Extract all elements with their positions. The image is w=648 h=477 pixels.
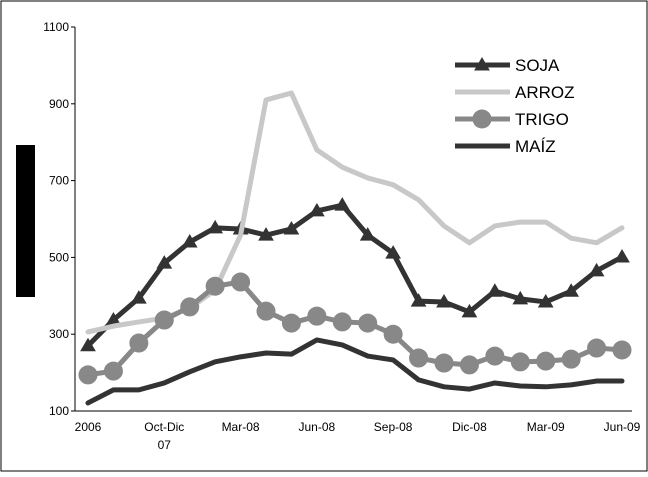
y-tick-label: 300 [49,327,69,341]
x-tick-label: Oct-Dic 07 [144,420,184,452]
y-tick-label: 700 [49,174,69,188]
legend-label: SOJA [515,56,560,75]
data-point [614,249,630,263]
legend-marker [474,57,490,71]
data-point [588,262,605,277]
data-point [332,312,352,332]
data-point [510,352,530,372]
data-point [385,245,402,259]
data-point [80,337,96,352]
data-point [563,283,580,297]
data-point [129,333,149,353]
data-point [231,272,251,292]
data-point [258,227,274,241]
data-point [180,297,200,317]
data-point [181,234,198,248]
x-tick-label: Mar-08 [222,420,260,434]
data-point [308,202,325,217]
data-point [358,313,378,333]
data-point [537,293,554,308]
data-point [359,227,376,241]
data-point [436,293,452,308]
legend-label: TRIGO [515,110,569,129]
data-point [536,351,556,371]
x-tick-label: 2006 [75,420,102,434]
series-line [85,202,625,349]
series-line [85,337,625,406]
data-point [410,293,427,307]
data-point [587,338,607,358]
data-point [485,346,505,366]
legend-label: ARROZ [515,83,575,102]
data-point [461,303,478,318]
data-point [561,349,581,369]
x-tick-label: Sep-08 [374,420,413,434]
x-tick-label: Dic-08 [452,420,487,434]
data-point [409,348,429,368]
data-point [283,220,300,235]
data-point [154,310,174,330]
data-point [130,290,147,304]
legend-label: MAÍZ [515,137,556,156]
data-point [281,313,301,333]
data-point [156,255,173,269]
data-point [512,290,529,305]
x-tick-label: Mar-09 [527,420,565,434]
legend-marker [472,109,492,129]
series-line [85,279,625,378]
data-point [207,219,224,234]
data-point [307,306,327,326]
data-point [78,365,98,385]
data-point [383,324,403,344]
x-tick-label: Jun-08 [299,420,336,434]
x-tick-label: Jun-09 [604,420,641,434]
data-point [434,353,454,373]
side-block [16,145,35,297]
y-tick-label: 500 [49,250,69,264]
y-tick-label: 900 [49,97,69,111]
data-point [103,361,123,381]
y-tick-label: 100 [49,404,69,418]
data-point [459,355,479,375]
data-point [486,283,503,297]
y-tick-label: 1100 [43,20,69,34]
data-point [205,276,225,296]
data-point [334,197,351,211]
data-point [612,340,632,360]
data-point [256,301,276,321]
